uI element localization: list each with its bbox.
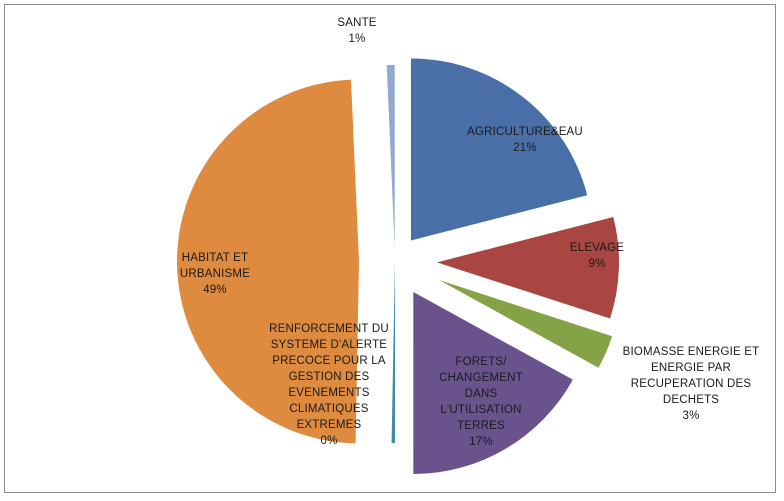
slice-label-line: 17% [469, 436, 493, 448]
slice-label-line: PRECOCE POUR LA [272, 355, 386, 367]
slice-label-line: CHANGEMENT [439, 372, 523, 384]
pie-slice-3 [439, 280, 613, 368]
slice-label-line: 9% [588, 258, 605, 270]
slice-label-line: L'UTILISATION [440, 404, 521, 416]
slice-label-line: 3% [682, 410, 699, 422]
slice-label-line: SANTE [337, 17, 376, 29]
slice-label-line: RENFORCEMENT DU [269, 323, 389, 335]
slice-label-line: 21% [513, 142, 537, 154]
slice-label-line: FORETS/ [455, 356, 507, 368]
slice-label-line: RECUPERATION DES [631, 378, 752, 390]
slice-label-line: HABITAT ET [182, 252, 249, 264]
slice-label-6: HABITAT ET URBANISME 49% [180, 252, 250, 296]
chart-frame: AGRICULTURE&EAU 21% ELEVAGE 9% BIOMASSE ENER… [4, 4, 776, 493]
slice-label-2: ELEVAGE 9% [570, 242, 624, 270]
slice-label-line: ENERGIE PAR [651, 362, 731, 374]
pie-chart: AGRICULTURE&EAU 21% ELEVAGE 9% BIOMASSE ENER… [177, 17, 760, 474]
pie-slice-6 [177, 79, 359, 444]
slice-label-line: 49% [203, 284, 227, 296]
slice-label-4: FORETS/CHANGEMENT DANS L'UTILISATION TERRES… [439, 356, 523, 448]
pie-slice-2 [436, 217, 619, 319]
slice-label-line: TERRES [457, 420, 505, 432]
slice-label-line: 1% [348, 33, 365, 45]
slice-label-line: SYSTEME D'ALERTE [271, 339, 388, 351]
slice-label-line: URBANISME [180, 268, 250, 280]
slice-label-line: DANS [465, 388, 498, 400]
pie-slice-4 [413, 291, 573, 474]
slice-label-line: GESTION DES [289, 371, 370, 383]
slice-label-line: AGRICULTURE&EAU [467, 126, 583, 138]
pie-slice-7 [386, 65, 395, 247]
slice-label-line: BIOMASSE ENERGIE ET [623, 346, 760, 358]
slice-label-line: CLIMATIQUES [289, 403, 368, 415]
slice-label-line: ELEVAGE [570, 242, 624, 254]
slice-label-5: RENFORCEMENT DU SYSTEME D'ALERTE PRECOCE P… [269, 323, 389, 447]
pie-slice-1 [410, 58, 588, 241]
slice-label-3: BIOMASSE ENERGIE ET ENERGIE PAR RECUPERATI… [623, 346, 760, 422]
slice-label-line: EVENEMENTS [288, 387, 369, 399]
slice-label-line: 0% [320, 435, 337, 447]
slice-label-line: EXTREMES [297, 419, 362, 431]
slice-label-line: DECHETS [663, 394, 719, 406]
pie-slice-5 [391, 261, 395, 444]
slice-label-1: AGRICULTURE&EAU 21% [467, 126, 583, 154]
slice-label-7: SANTE 1% [337, 17, 376, 45]
